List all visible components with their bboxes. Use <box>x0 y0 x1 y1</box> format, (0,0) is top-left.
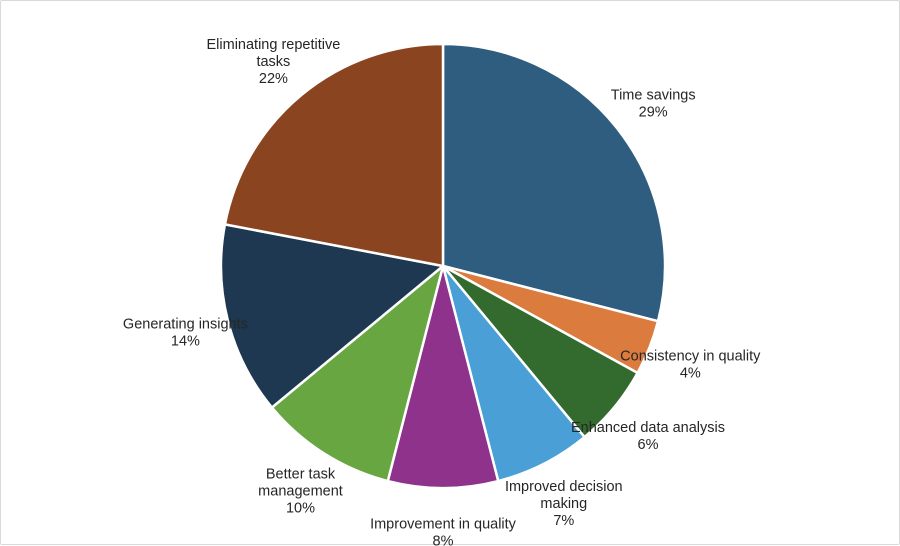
pie-label-name: Time savings <box>611 88 696 104</box>
pie-label-name: tasks <box>256 54 290 70</box>
pie-label-percent: 22% <box>259 71 288 87</box>
pie-label-name: Enhanced data analysis <box>571 420 725 436</box>
pie-label-name: Generating insights <box>123 317 248 333</box>
pie-label-percent: 8% <box>433 534 454 546</box>
pie-label-percent: 14% <box>171 334 200 350</box>
pie-label-percent: 29% <box>639 105 668 121</box>
pie-label-name: Improvement in quality <box>370 517 517 533</box>
pie-label-percent: 4% <box>680 365 701 381</box>
pie-label-percent: 10% <box>286 501 315 517</box>
pie-label-percent: 7% <box>553 513 574 529</box>
pie-label-name: Eliminating repetitive <box>207 37 341 53</box>
pie-label-name: making <box>540 496 587 512</box>
pie-label-name: Consistency in quality <box>620 348 761 364</box>
pie-label-name: Better task <box>266 467 336 483</box>
pie-label-percent: 6% <box>638 437 659 453</box>
pie-label-name: management <box>258 484 343 500</box>
pie-label-name: Improved decision <box>505 479 623 495</box>
